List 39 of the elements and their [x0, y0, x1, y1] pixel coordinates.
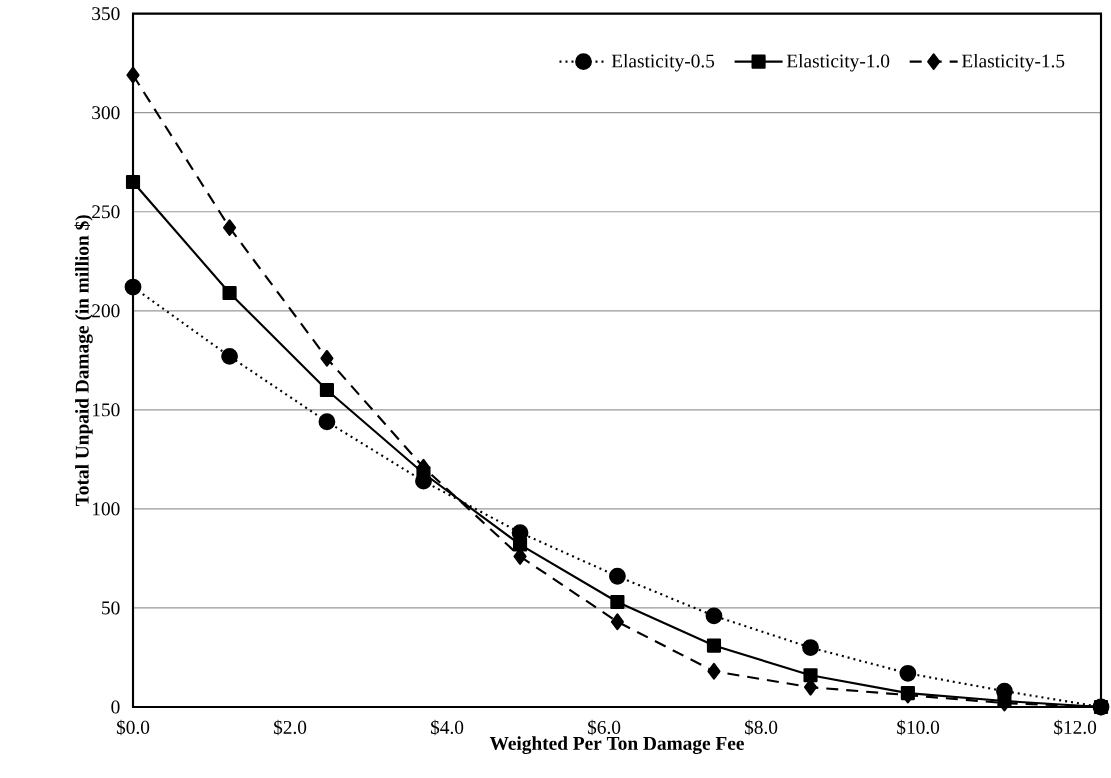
point: [610, 613, 624, 631]
point: [512, 537, 528, 552]
point: [899, 664, 917, 682]
y-axis-title: Total Unpaid Damage (in million $): [74, 215, 93, 507]
point: [319, 382, 334, 398]
y-tick-label: 250: [92, 205, 120, 219]
point: [802, 639, 819, 656]
y-tick-label: 300: [92, 106, 120, 120]
point: [222, 285, 237, 301]
point: [124, 278, 142, 296]
point: [705, 607, 723, 625]
x-tick-label: $8.0: [744, 719, 778, 736]
point: [126, 66, 140, 84]
y-tick-label: 200: [92, 304, 120, 318]
y-tick-label: 0: [111, 700, 120, 714]
point: [707, 662, 721, 680]
x-tick-label: $6.0: [587, 719, 621, 736]
y-tick-label: 100: [92, 502, 120, 516]
point: [608, 567, 626, 585]
point: [706, 638, 722, 653]
point: [610, 594, 625, 610]
point: [318, 413, 336, 431]
point: [221, 347, 238, 365]
point: [125, 174, 141, 190]
point: [320, 349, 334, 367]
x-tick-label: $4.0: [430, 719, 464, 736]
legend-label: Elasticity-0.5: [611, 53, 715, 72]
point: [803, 668, 818, 683]
x-tick-label: $12.0: [1054, 719, 1097, 736]
y-tick-label: 150: [92, 403, 120, 417]
legend-label: Elasticity-1.5: [961, 53, 1065, 72]
y-tick-label: 50: [102, 601, 120, 615]
legend-label: Elasticity-1.0: [786, 53, 890, 72]
x-tick-label: $2.0: [273, 719, 307, 736]
x-axis-title: Weighted Per Ton Damage Fee: [489, 736, 744, 754]
y-tick-label: 350: [92, 7, 120, 21]
x-tick-label: $10.0: [897, 719, 940, 736]
x-tick-label: $0.0: [116, 719, 150, 736]
point: [223, 219, 237, 237]
